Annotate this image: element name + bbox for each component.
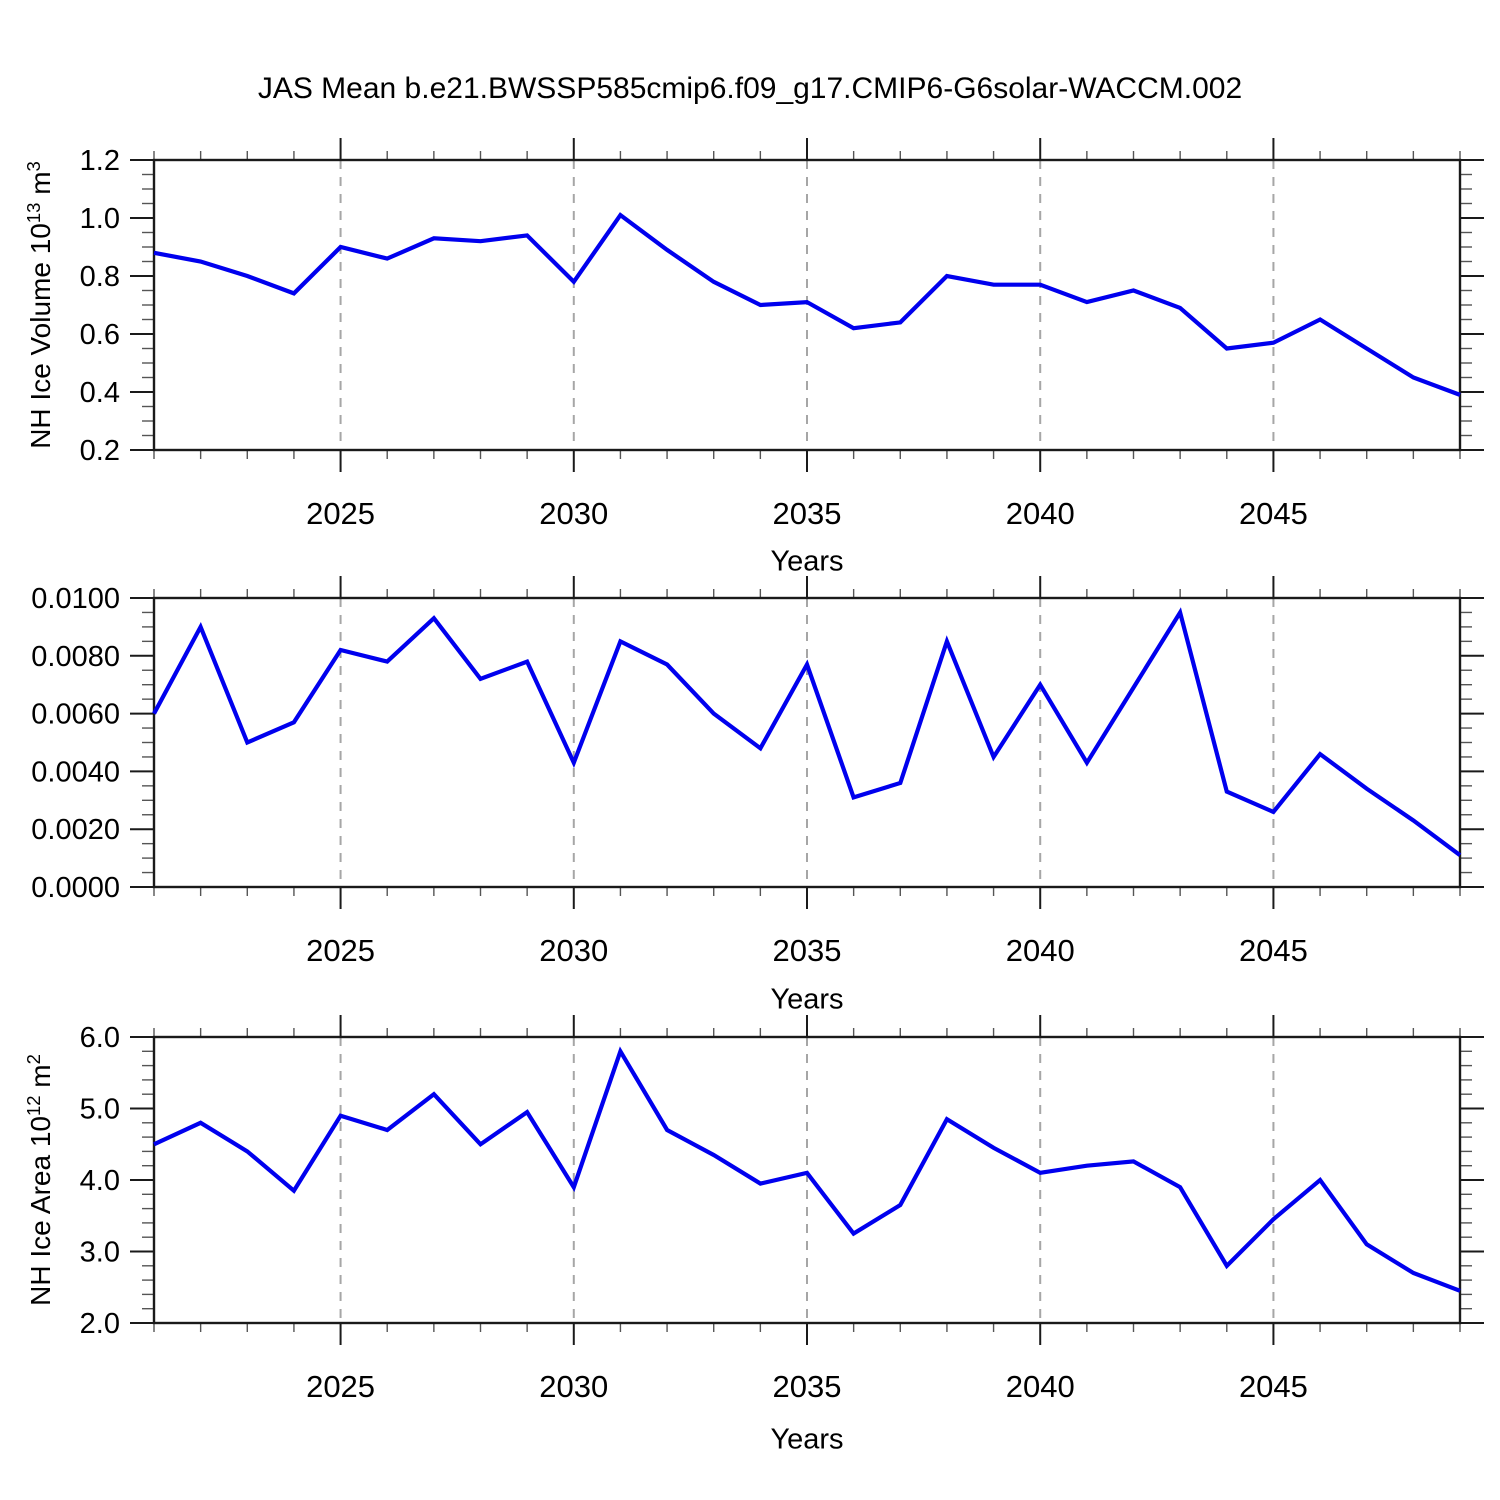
plot-border xyxy=(152,596,1462,889)
plot-border xyxy=(152,158,1462,452)
x-tick-label: 2035 xyxy=(773,496,842,531)
ice-area-chart: 2.0 3.0 4.0 5.0 6.0 2025 2030 2035 2040 2045 xyxy=(80,1015,1484,1404)
middle-chart: 0.0000 0.0020 0.0040 0.0060 0.0080 0.0100 2025… xyxy=(31,576,1484,968)
x-tick-label: 2045 xyxy=(1239,933,1308,968)
x-tick-label: 2030 xyxy=(539,1369,608,1404)
x-tick-label: 2025 xyxy=(306,496,375,531)
y-tick-label: 0.0080 xyxy=(31,641,120,673)
y-tick-label: 2.0 xyxy=(80,1308,120,1340)
plot-border xyxy=(152,1035,1462,1325)
y-tick-label: 0.0100 xyxy=(31,583,120,615)
x-tick-label: 2045 xyxy=(1239,496,1308,531)
y-tick-label: 0.2 xyxy=(80,435,120,467)
x-tick-label: 2030 xyxy=(539,933,608,968)
y-tick-label: 3.0 xyxy=(80,1237,120,1269)
x-tick-label: 2035 xyxy=(773,933,842,968)
middle-series-series-line xyxy=(152,607,1462,857)
x-tick-label: 2035 xyxy=(773,1369,842,1404)
y-tick-label: 0.6 xyxy=(80,319,120,351)
x-tick-label: 2025 xyxy=(306,933,375,968)
y-tick-label: 1.0 xyxy=(80,203,120,235)
x-tick-label: 2040 xyxy=(1006,933,1075,968)
y-tick-label: 0.0020 xyxy=(31,814,120,846)
x-tick-label: 2040 xyxy=(1006,496,1075,531)
x-axis-label-top: Years xyxy=(770,545,844,578)
nh-ice-volume-series-line xyxy=(153,212,1461,397)
x-tick-label: 2030 xyxy=(539,496,608,531)
x-axis-label-middle: Years xyxy=(770,983,844,1016)
y-tick-label: 0.8 xyxy=(80,261,120,293)
x-tick-label: 2040 xyxy=(1006,1369,1075,1404)
y-tick-label: 5.0 xyxy=(80,1094,120,1126)
y-tick-label: 1.2 xyxy=(80,145,120,177)
y-tick-label: 0.0000 xyxy=(31,872,120,904)
y-tick-label: 4.0 xyxy=(80,1165,120,1197)
y-tick-label: 0.0040 xyxy=(31,756,120,788)
x-tick-label: 2025 xyxy=(306,1369,375,1404)
y-tick-label: 0.4 xyxy=(80,377,120,409)
nh-ice-area-series-line xyxy=(153,1046,1461,1293)
y-tick-label: 0.0060 xyxy=(31,699,120,731)
ice-volume-chart: 0.2 0.4 0.6 0.8 1.0 1.2 2025 2030 2035 2040 2045 xyxy=(80,138,1484,531)
plot-title: JAS Mean b.e21.BWSSP585cmip6.f09_g17.CMI… xyxy=(257,72,1243,105)
x-axis-label-bottom: Years xyxy=(770,1423,844,1456)
y-tick-label: 6.0 xyxy=(80,1022,120,1054)
x-tick-label: 2045 xyxy=(1239,1369,1308,1404)
